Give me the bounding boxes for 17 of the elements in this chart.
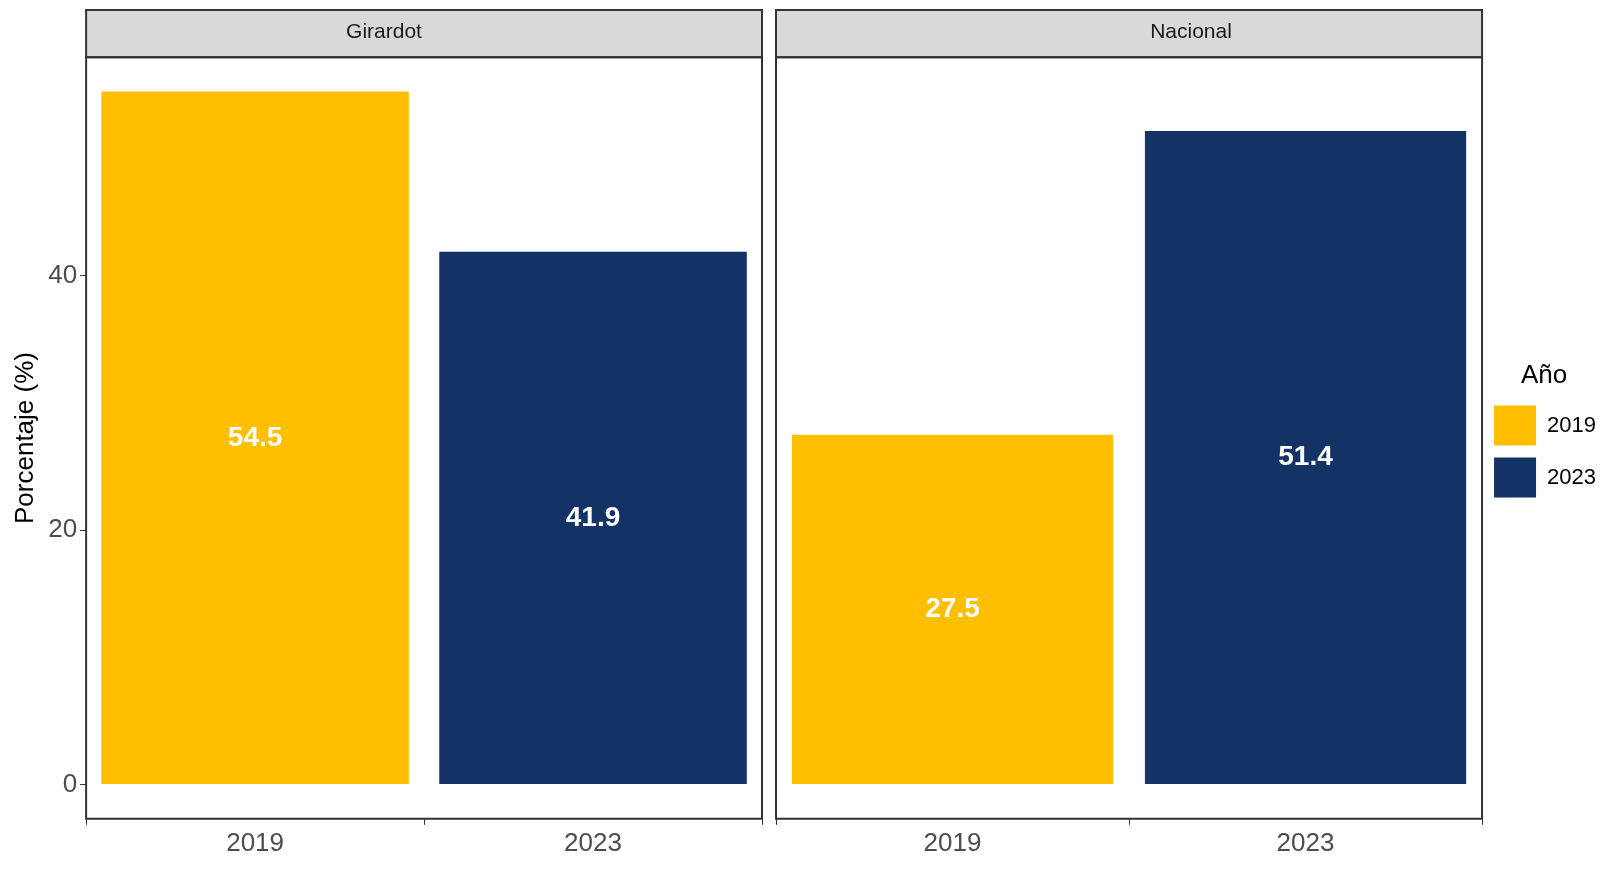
data-label: 54.5 [227,420,283,452]
x-tick-label: 2023 [1276,826,1335,857]
legend-title: Año [1520,358,1568,389]
data-label: 41.9 [565,500,621,532]
y-axis-title: Porcentaje (%) [8,352,39,524]
x-tick-label: 2023 [564,826,622,857]
data-label: 27.5 [925,592,980,624]
legend-label: 2023 [1547,463,1597,489]
legend-label: 2019 [1547,411,1597,437]
data-label: 51.4 [1278,440,1334,472]
y-tick-label: 20 [48,513,78,544]
y-tick-label: 40 [48,259,78,290]
chart-title: Nacional [1150,19,1232,43]
chart-title: Girardot [346,19,423,43]
x-tick-label: 2019 [923,826,982,857]
y-tick-label: 0 [62,767,78,798]
x-tick-label: 2019 [226,826,285,857]
